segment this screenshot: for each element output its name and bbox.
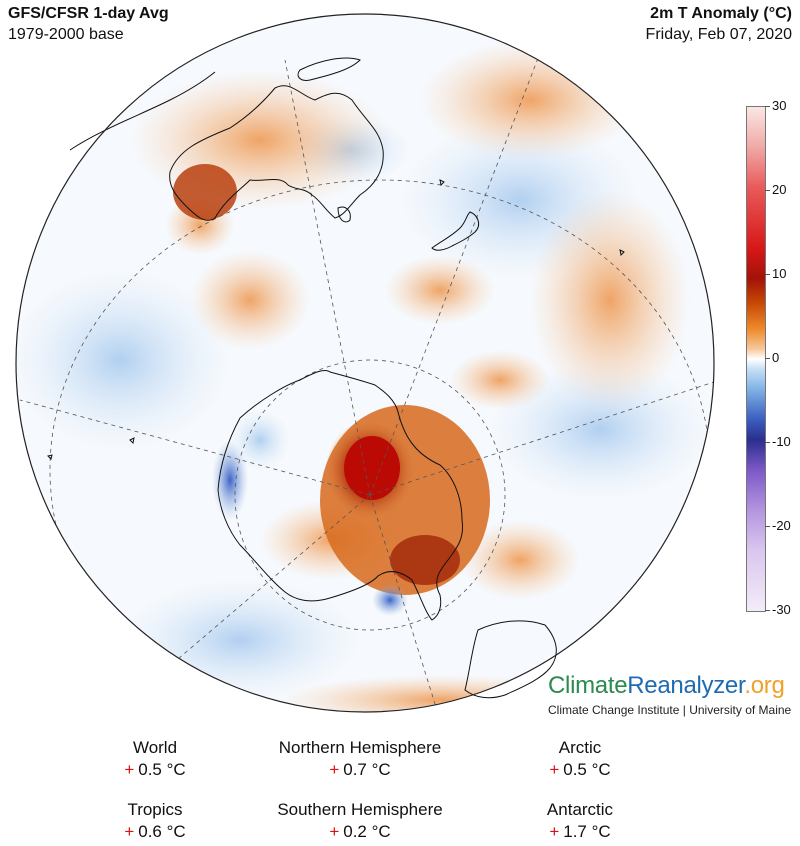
- antarctica-coastline: [217, 369, 464, 621]
- new-guinea-coastline: [297, 57, 361, 81]
- colorbar-tick-label: 0: [772, 350, 780, 365]
- tasmania-coastline: [337, 206, 351, 223]
- stat-sign: +: [549, 822, 560, 841]
- variable-title: 2m T Anomaly (°C): [650, 5, 792, 22]
- stat-sign: +: [549, 760, 560, 779]
- stat-label: World: [132, 738, 178, 757]
- stat-label: Northern Hemisphere: [278, 738, 442, 757]
- stat-southern-hemisphere: Southern Hemisphere +0.2 °C: [235, 799, 485, 843]
- institution-label: Climate Change Institute | University of…: [548, 703, 792, 717]
- colorbar-tick-mark: [765, 106, 770, 107]
- colorbar-tick-label: 10: [772, 266, 787, 281]
- globe-outline: [15, 13, 715, 713]
- colorbar-tick-label: -10: [772, 434, 791, 449]
- stat-value: 0.6 °C: [138, 822, 186, 841]
- map-title: GFS/CFSR 1-day Avg: [8, 5, 169, 22]
- stat-value: 0.5 °C: [563, 760, 611, 779]
- coastlines: [47, 57, 625, 699]
- colorbar-tick-mark: [765, 526, 770, 527]
- stat-world: World +0.5 °C: [30, 737, 280, 781]
- colorbar-tick-mark: [765, 442, 770, 443]
- stat-sign: +: [329, 760, 340, 779]
- anomaly-field: [16, 14, 714, 712]
- colorbar-tick-mark: [765, 358, 770, 359]
- stat-tropics: Tropics +0.6 °C: [30, 799, 280, 843]
- colorbar-tick-label: 30: [772, 98, 787, 113]
- colorbar-tick-label: -30: [772, 602, 791, 617]
- stat-value: 0.5 °C: [138, 760, 186, 779]
- stat-value: 0.7 °C: [343, 760, 391, 779]
- anomaly-colorbar: [746, 106, 766, 612]
- colorbar-tick-label: -20: [772, 518, 791, 533]
- climate-reanalyzer-logo[interactable]: ClimateReanalyzer.org: [548, 671, 785, 701]
- logo-climate: Climate: [548, 672, 628, 699]
- date-label: Friday, Feb 07, 2020: [645, 26, 792, 43]
- stat-value: 0.2 °C: [343, 822, 391, 841]
- stat-antarctic: Antarctic +1.7 °C: [455, 799, 705, 843]
- stat-label: Tropics: [127, 800, 183, 819]
- logo-reanalyzer: Reanalyzer: [627, 672, 745, 699]
- baseline-label: 1979-2000 base: [8, 26, 124, 43]
- stat-sign: +: [329, 822, 340, 841]
- colorbar-tick-mark: [765, 610, 770, 611]
- new-zealand-coastline: [431, 211, 480, 251]
- south-america-coastline: [464, 620, 557, 699]
- colorbar-tick-mark: [765, 190, 770, 191]
- indonesia-coastline: [69, 71, 216, 151]
- colorbar-tick-mark: [765, 274, 770, 275]
- colorbar-tick-label: 20: [772, 182, 787, 197]
- stat-value: 1.7 °C: [563, 822, 611, 841]
- stat-sign: +: [124, 760, 135, 779]
- stat-label: Arctic: [558, 738, 602, 757]
- stat-label: Antarctic: [546, 800, 614, 819]
- stat-label: Southern Hemisphere: [277, 800, 443, 819]
- stat-arctic: Arctic +0.5 °C: [455, 737, 705, 781]
- stat-sign: +: [124, 822, 135, 841]
- stat-northern-hemisphere: Northern Hemisphere +0.7 °C: [235, 737, 485, 781]
- logo-org: .org: [744, 672, 785, 699]
- australia-coastline: [169, 85, 384, 221]
